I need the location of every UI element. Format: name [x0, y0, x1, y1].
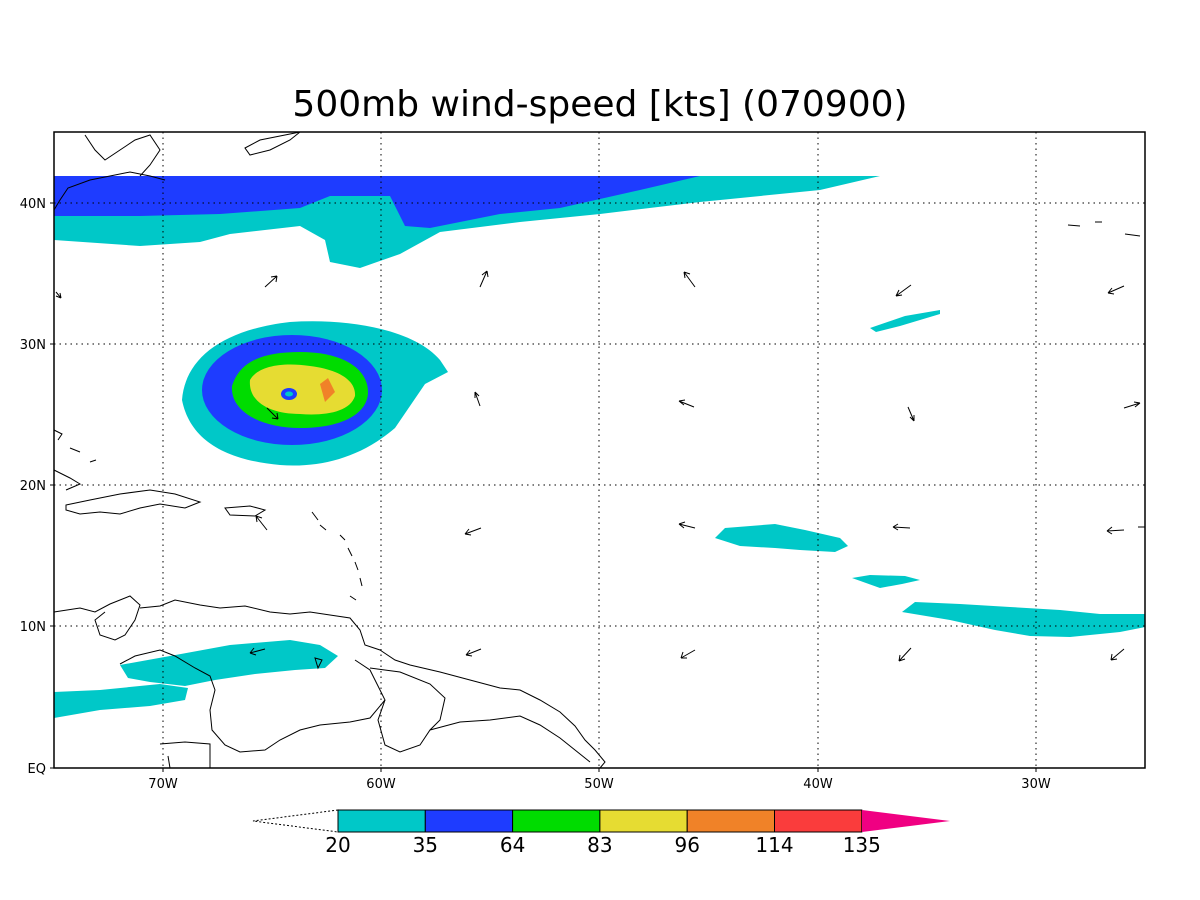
colorbar-high-extension — [862, 810, 950, 832]
patch-11n — [902, 602, 1145, 637]
patch-caribbean — [120, 640, 338, 686]
colorbar: 20 35 64 83 96 114 135 — [252, 809, 950, 857]
wind-vectors — [55, 270, 1145, 662]
patch-13n — [852, 575, 920, 588]
map-title: 500mb wind-speed [kts] (070900) — [292, 84, 907, 125]
colorbar-box-5 — [774, 809, 863, 833]
colorbar-box-4 — [686, 809, 776, 833]
lon-label-60w: 60W — [366, 777, 396, 792]
colorbar-box-1 — [424, 809, 514, 833]
colorbar-box-3 — [599, 809, 688, 833]
lon-labels: 70W 60W 50W 40W 30W — [148, 777, 1051, 792]
storm-eye-cyan — [285, 391, 293, 397]
colorbar-label-6: 135 — [843, 833, 881, 857]
lon-label-40w: 40W — [803, 777, 833, 792]
lon-label-70w: 70W — [148, 777, 178, 792]
lat-lon-grid — [54, 132, 1145, 768]
storm-yellow-ring — [249, 364, 356, 415]
colorbar-box-0 — [337, 809, 426, 833]
colorbar-label-0: 20 — [325, 833, 350, 857]
colorbar-label-2: 64 — [500, 833, 525, 857]
coastlines — [53, 131, 1141, 769]
colorbar-label-5: 114 — [755, 833, 793, 857]
wind-shading — [54, 176, 1145, 718]
patch-16n — [715, 524, 848, 552]
colorbar-label-3: 83 — [587, 833, 612, 857]
lat-label-eq: EQ — [28, 762, 46, 777]
lat-label-20n: 20N — [20, 479, 46, 494]
colorbar-low-extension — [252, 809, 339, 833]
lon-label-30w: 30W — [1021, 777, 1051, 792]
storm-orange-core — [320, 378, 335, 402]
patch-31n — [870, 310, 940, 332]
lon-label-50w: 50W — [584, 777, 614, 792]
jet-blue-core — [54, 176, 700, 228]
lat-labels: 40N 30N 20N 10N EQ — [20, 197, 46, 777]
axis-ticks — [50, 202, 1037, 772]
patch-sa-coast — [54, 684, 188, 718]
colorbar-box-2 — [512, 809, 601, 833]
lat-label-30n: 30N — [20, 338, 46, 353]
lat-label-40n: 40N — [20, 197, 46, 212]
colorbar-label-1: 35 — [413, 833, 438, 857]
lat-label-10n: 10N — [20, 620, 46, 635]
colorbar-label-4: 96 — [674, 833, 699, 857]
